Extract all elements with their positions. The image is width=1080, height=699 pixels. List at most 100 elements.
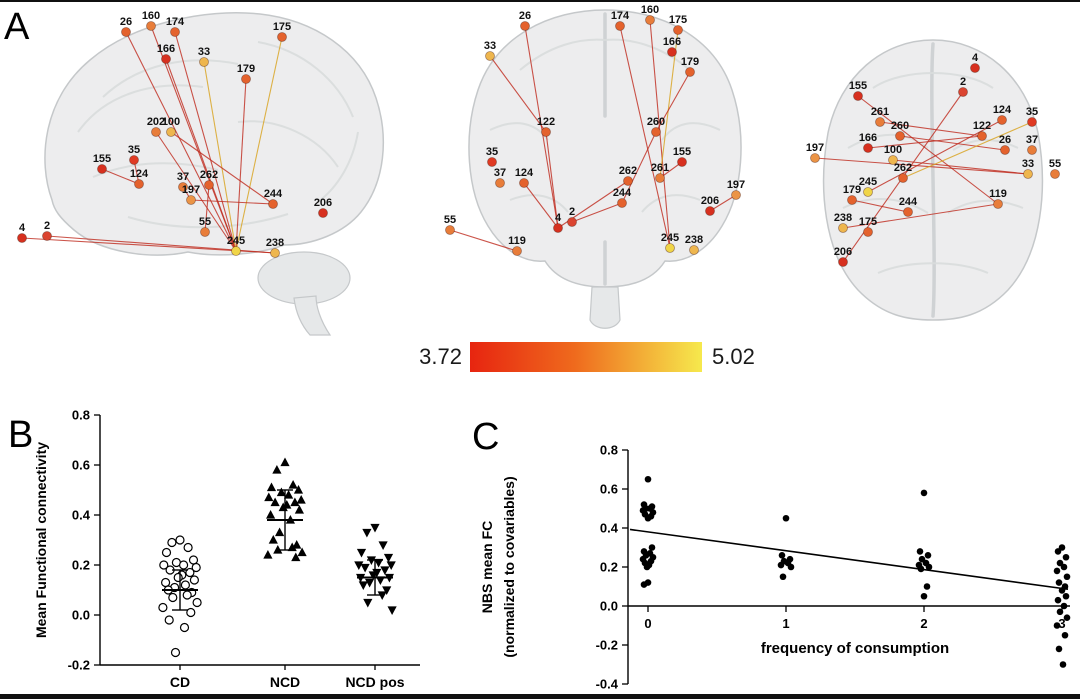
colorbar-gradient [470, 342, 702, 372]
brain-node [42, 231, 52, 241]
data-point [1060, 602, 1068, 610]
brain-node-label: 206 [701, 195, 719, 207]
data-point [643, 563, 651, 571]
data-point [378, 541, 388, 550]
brain-node [553, 223, 563, 233]
brain-node [623, 176, 633, 186]
colorbar-min-label: 3.72 [419, 344, 462, 369]
colorbar-max-label: 5.02 [712, 344, 755, 369]
data-point [917, 565, 925, 573]
brain-node [667, 47, 677, 57]
brain-node [898, 173, 908, 183]
y-tick-label: 0.2 [72, 558, 90, 573]
brain-node-label: 155 [673, 146, 691, 158]
brain-node [673, 25, 683, 35]
brain-node-label: 238 [834, 212, 852, 224]
brain-node [997, 115, 1007, 125]
brain-node-label: 260 [891, 120, 909, 132]
x-tick-label: 2 [920, 616, 927, 631]
brain-node [1050, 169, 1060, 179]
connectivity-edge [170, 131, 274, 205]
brain-node [485, 51, 495, 61]
brain-node [161, 54, 171, 64]
data-point [170, 647, 181, 658]
y-tick-label: 0.4 [72, 508, 91, 523]
brain-node [520, 21, 530, 31]
brain-node-label: 35 [486, 146, 498, 158]
data-point [266, 482, 277, 492]
panel-a-label: A [4, 6, 30, 48]
connectivity-edge [155, 131, 237, 252]
brain-node-label: 197 [182, 184, 200, 196]
data-point [161, 577, 171, 588]
brain-node-label: 238 [685, 234, 703, 246]
data-point [356, 548, 367, 558]
brain-node [541, 127, 551, 137]
data-point [1060, 563, 1068, 571]
connectivity-edge [655, 71, 691, 133]
data-point [1053, 567, 1061, 575]
data-point [374, 558, 384, 568]
connectivity-edge [523, 182, 559, 229]
brain-node-label: 261 [651, 162, 669, 174]
brain-node [241, 74, 251, 84]
brain-node-label: 174 [611, 10, 630, 22]
brain-node [888, 155, 898, 165]
data-point [167, 537, 177, 548]
data-point [296, 495, 306, 504]
brain-node-label: 100 [884, 144, 902, 156]
brain-node [903, 207, 913, 217]
panel-c-xlabel: frequency of consumption [761, 640, 949, 657]
brain-outline [44, 12, 384, 256]
data-point [191, 562, 201, 573]
brain-node-label: 4 [19, 222, 26, 234]
data-point [276, 487, 286, 497]
brain-node-label: 261 [871, 106, 889, 118]
data-point [383, 553, 394, 563]
data-point [168, 592, 178, 603]
brain-node-label: 2 [960, 76, 966, 88]
brain-node [993, 199, 1003, 209]
connectivity-edge [814, 157, 1029, 175]
data-point [173, 572, 183, 583]
data-point [192, 597, 202, 608]
data-point [266, 510, 276, 519]
brain-node [97, 164, 107, 174]
category-label: NCD pos [345, 674, 404, 690]
brain-node-label: 175 [669, 14, 687, 26]
brain-node-label: 4 [555, 212, 562, 224]
brain-node-label: 245 [227, 235, 245, 247]
data-point [1062, 592, 1070, 600]
data-point [644, 475, 652, 483]
brain-node [318, 208, 328, 218]
data-point [380, 566, 390, 575]
data-point [291, 552, 301, 562]
data-point [1056, 608, 1064, 616]
y-tick-label: 0.0 [72, 608, 90, 623]
brain-node-label: 197 [806, 142, 824, 154]
connectivity-edge [899, 135, 1006, 151]
data-point [270, 497, 280, 507]
brain-node-label: 160 [641, 4, 659, 16]
brain-node [199, 57, 209, 67]
brain-node [121, 27, 131, 37]
connectivity-edge [621, 131, 657, 204]
midline-groove [930, 42, 936, 318]
y-tick-label: 0.0 [600, 599, 618, 614]
data-point [264, 492, 274, 502]
brain-node-label: 2 [44, 220, 50, 232]
brain-node [1027, 117, 1037, 127]
x-tick-label: 1 [782, 616, 789, 631]
y-tick-label: -0.4 [596, 677, 619, 692]
data-point [354, 561, 364, 570]
connectivity-edge [190, 199, 274, 205]
brain-node-label: 262 [894, 162, 912, 174]
brain-node-label: 260 [647, 116, 665, 128]
connectivity-edge [851, 199, 909, 213]
panel-c-ylabel-line1: NBS mean FC [479, 521, 495, 614]
data-point [273, 545, 283, 554]
connectivity-edge [571, 202, 623, 223]
